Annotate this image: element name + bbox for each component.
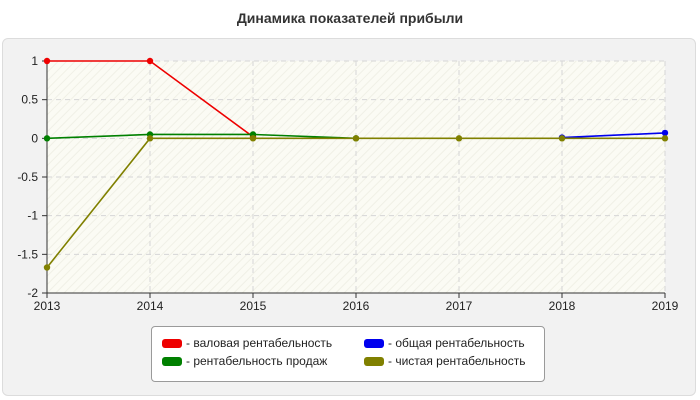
legend-item-total-margin: - общая рентабельность [364,336,525,350]
legend-item-net-margin: - чистая рентабельность [364,354,525,368]
legend-label-sales-margin: - рентабельность продаж [186,354,328,368]
legend-swatch-net-margin [364,356,384,366]
legend-swatch-sales-margin [162,356,182,366]
legend-item-gross-margin: - валовая рентабельность [162,336,332,350]
legend: - валовая рентабельность - общая рентабе… [151,326,545,382]
data-point-net-margin [558,135,566,142]
legend-label-gross-margin: - валовая рентабельность [186,336,333,350]
data-point-net-margin [146,135,154,142]
x-tick-label: 2013 [34,299,61,313]
data-point-sales-margin [43,135,51,142]
data-point-net-margin [249,135,257,142]
series-line-total-margin [561,132,666,139]
data-point-gross-margin [43,57,51,65]
data-point-net-margin [43,264,51,271]
x-tick-label: 2019 [652,299,679,313]
x-tick-label: 2018 [549,299,576,313]
data-point-net-margin [455,135,463,142]
legend-swatch-gross-margin [162,338,182,348]
y-tick-label: -1.5 [17,247,38,261]
chart-title: Динамика показателей прибыли [236,10,464,26]
y-tick-label: 1 [31,54,38,68]
data-point-net-margin [352,135,360,142]
legend-label-net-margin: - чистая рентабельность [388,354,526,368]
x-tick-label: 2016 [343,299,370,313]
y-tick-label: -0.5 [17,170,38,184]
y-tick-label: 0 [31,131,38,145]
y-tick-label: -1 [27,209,38,223]
x-tick-label: 2014 [137,299,164,313]
y-tick-label: 0.5 [21,93,38,107]
x-tick-label: 2017 [446,299,473,313]
data-point-gross-margin [146,57,154,65]
x-tick-label: 2015 [240,299,267,313]
data-point-total-margin [661,129,669,137]
legend-swatch-total-margin [364,338,384,348]
legend-item-sales-margin: - рентабельность продаж [162,354,327,368]
data-point-net-margin [661,135,669,142]
legend-label-total-margin: - общая рентабельность [388,336,525,350]
series-line-sales-margin [46,133,357,140]
y-tick-label: -2 [27,286,38,300]
